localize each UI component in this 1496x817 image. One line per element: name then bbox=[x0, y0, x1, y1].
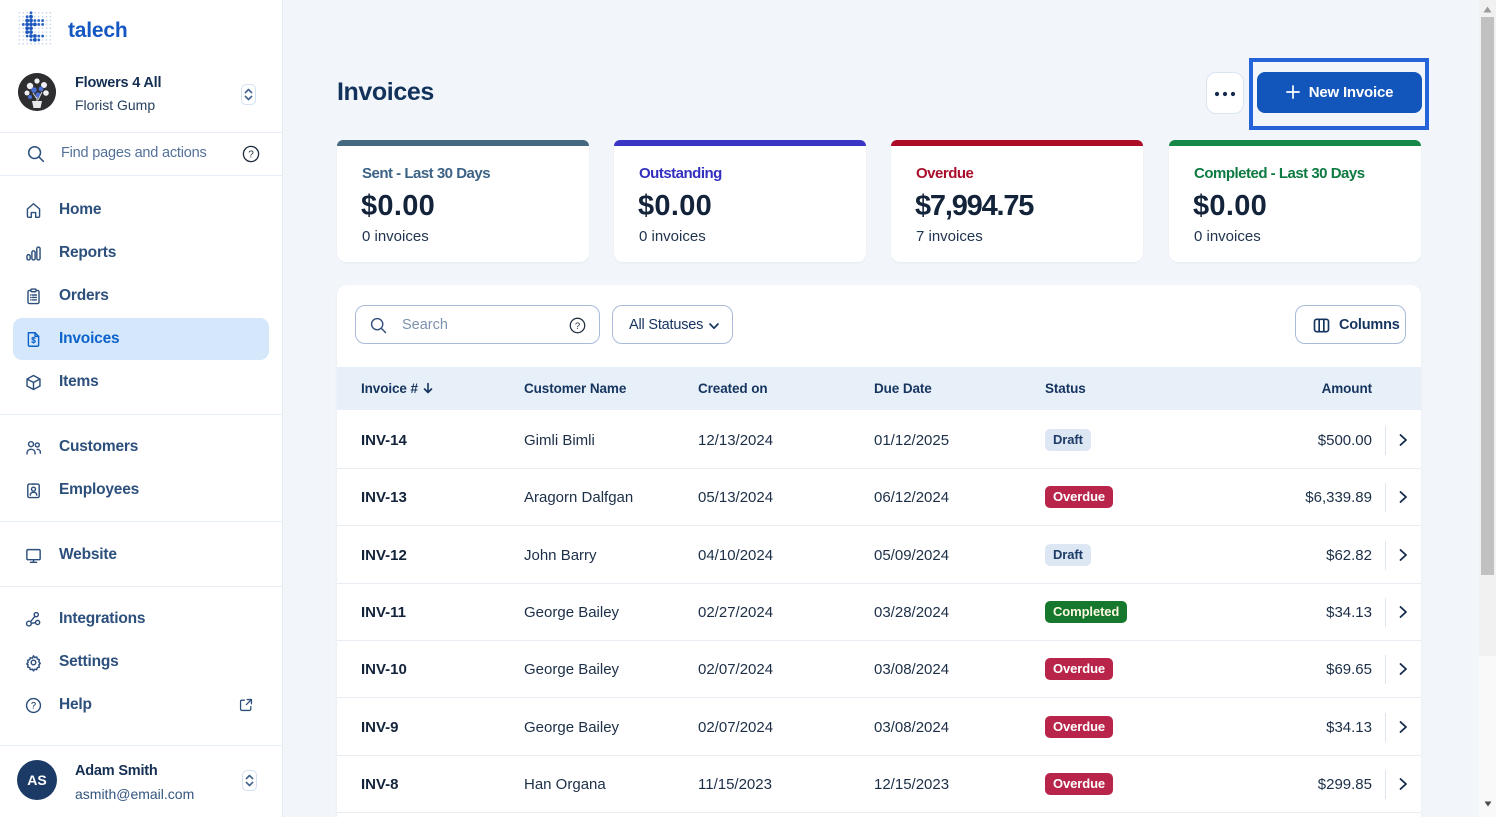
svg-text:?: ? bbox=[248, 150, 254, 161]
svg-text:?: ? bbox=[575, 321, 580, 332]
svg-text:$: $ bbox=[31, 336, 36, 345]
svg-text:?: ? bbox=[31, 701, 36, 711]
